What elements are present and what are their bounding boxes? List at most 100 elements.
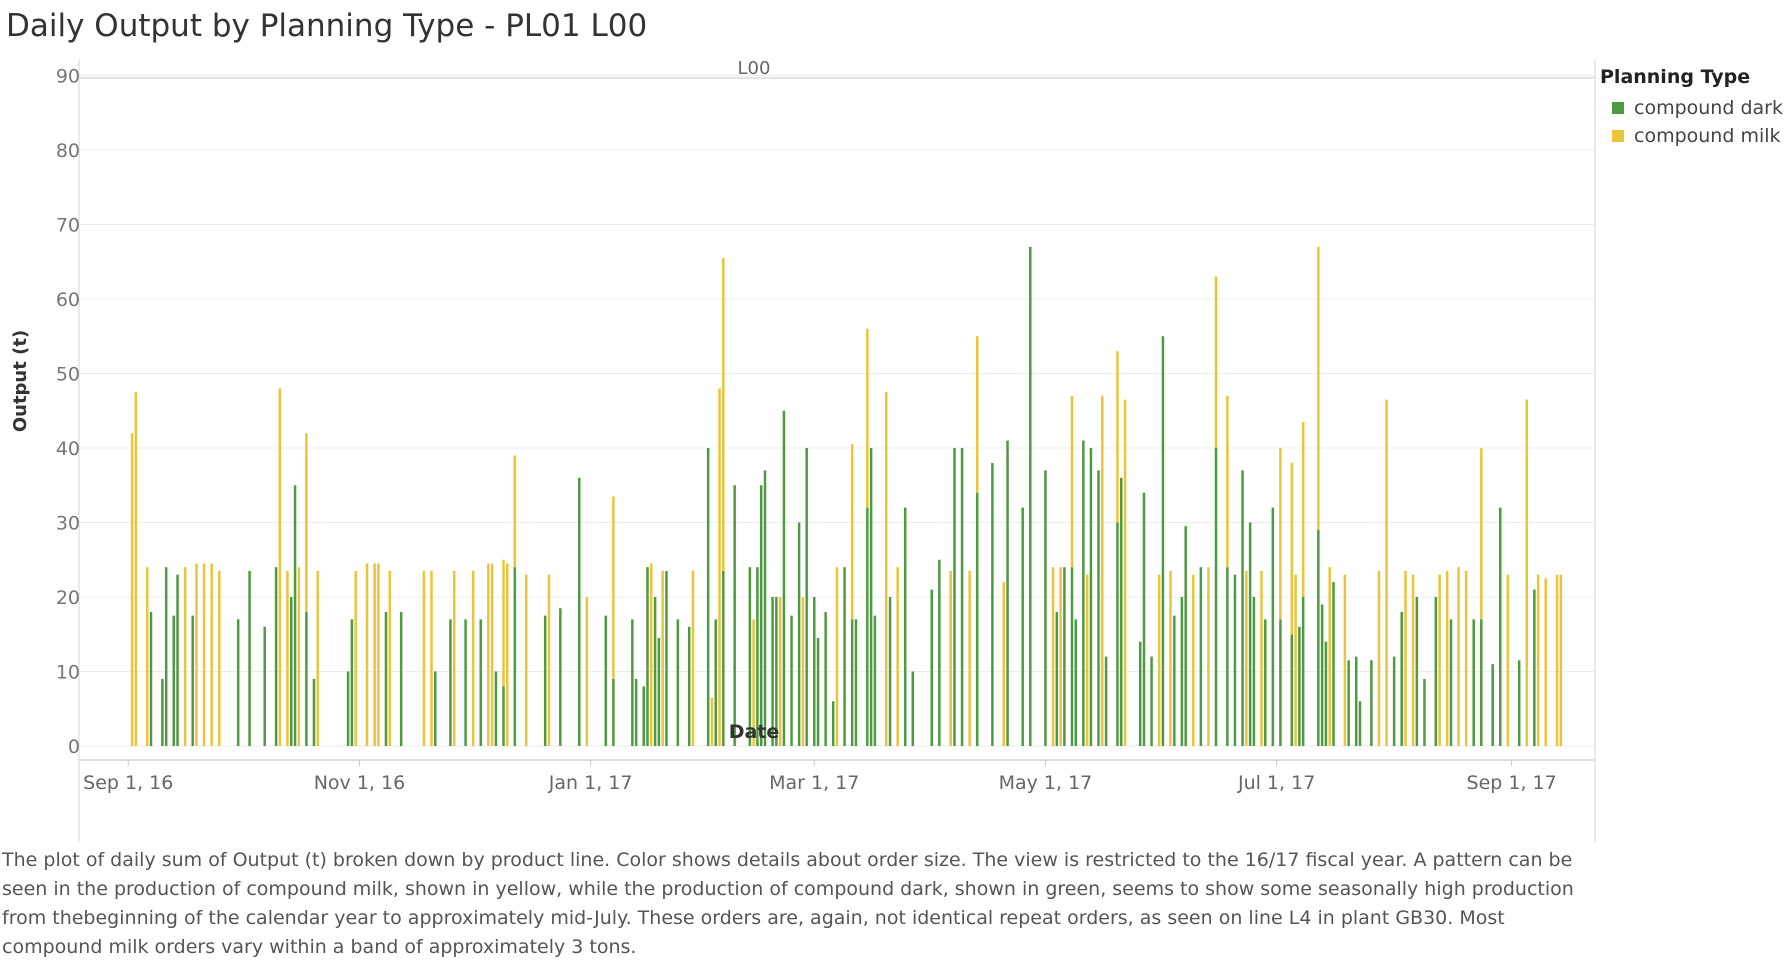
bar-compound-dark: [1392, 656, 1396, 746]
bar-compound-milk: [1445, 570, 1449, 746]
bar-compound-milk: [835, 567, 839, 746]
bar-compound-milk: [1059, 567, 1062, 746]
bar-compound-milk: [217, 570, 221, 746]
bar-compound-dark: [164, 567, 168, 746]
bar-compound-milk: [524, 574, 528, 746]
bar-compound-dark: [1241, 470, 1244, 746]
bar-compound-dark: [631, 619, 634, 746]
bar-compound-milk: [183, 567, 187, 746]
y-tick-label: 0: [68, 736, 80, 758]
bar-compound-dark: [1290, 634, 1294, 746]
bar-compound-milk: [778, 597, 782, 746]
bar-compound-milk: [1051, 567, 1055, 746]
bar-compound-dark: [1264, 619, 1267, 746]
bar-compound-milk: [1245, 570, 1248, 746]
bar-compound-dark: [953, 448, 956, 746]
bar-compound-milk: [547, 574, 551, 746]
bar-compound-milk: [388, 570, 392, 746]
bar-compound-dark: [1184, 526, 1187, 746]
bar-compound-milk: [1207, 567, 1210, 746]
bar-compound-milk: [718, 388, 721, 746]
bar-compound-dark: [938, 559, 941, 746]
bar-compound-dark: [161, 678, 164, 746]
bar-compound-dark: [1074, 619, 1078, 746]
x-tick-label: Nov 1, 16: [314, 772, 405, 794]
bar-compound-dark: [1517, 660, 1521, 746]
bar-compound-dark: [930, 589, 933, 746]
bar-compound-milk: [130, 433, 134, 746]
chart-caption: The plot of daily sum of Output (t) brok…: [2, 849, 1574, 958]
bar-compound-dark: [888, 597, 892, 746]
y-tick-label: 70: [56, 215, 80, 237]
bar-compound-milk: [1290, 462, 1294, 635]
bar-compound-dark: [1370, 660, 1373, 746]
y-tick-label: 50: [56, 364, 80, 386]
bar-compound-milk: [365, 563, 369, 746]
bar-compound-milk: [422, 570, 426, 746]
bar-compound-milk: [1169, 570, 1172, 746]
bar-compound-milk: [1536, 574, 1540, 746]
bar-compound-dark: [911, 671, 915, 746]
bar-compound-milk: [850, 444, 854, 620]
bar-compound-milk: [1260, 570, 1263, 746]
bar-compound-milk: [452, 570, 456, 746]
x-tick-labels: Sep 1, 16 Nov 1, 16 Jan 1, 17 Mar 1, 17 May …: [83, 772, 1557, 794]
bar-compound-milk: [278, 388, 282, 746]
bar-compound-dark: [1199, 567, 1203, 746]
bar-compound-milk: [1438, 574, 1441, 746]
bar-compound-dark: [748, 567, 752, 746]
bar-compound-dark: [1354, 656, 1358, 746]
bar-compound-dark: [722, 570, 725, 746]
bar-compound-dark: [464, 619, 467, 746]
bar-compound-dark: [1070, 567, 1074, 746]
bar-compound-dark: [1089, 448, 1093, 746]
bar-compound-milk: [1101, 395, 1104, 746]
bar-compound-dark: [790, 615, 793, 746]
bar-compound-dark: [1317, 529, 1320, 746]
bar-compound-dark: [1161, 336, 1165, 746]
bar-compound-dark: [191, 615, 194, 746]
y-axis-title: Output (t): [10, 330, 31, 432]
bar-compound-dark: [1097, 470, 1100, 746]
bar-compound-milk: [801, 597, 805, 746]
bar-compound-dark: [1480, 619, 1483, 746]
legend-label-compound-dark: compound dark: [1634, 97, 1783, 119]
bar-compound-dark: [775, 597, 778, 746]
y-tick-label: 30: [56, 513, 80, 535]
legend-title: Planning Type: [1600, 66, 1751, 88]
bar-compound-dark: [759, 485, 763, 746]
bar-compound-dark: [289, 597, 293, 746]
y-tick-label: 60: [56, 289, 80, 311]
bar-compound-dark: [578, 477, 581, 746]
bar-compound-dark: [1400, 611, 1403, 746]
bar-compound-dark: [843, 567, 846, 746]
bar-compound-dark: [1116, 522, 1119, 746]
legend-item-compound-milk[interactable]: compound milk: [1600, 122, 1783, 150]
bar-compound-milk: [1317, 246, 1320, 530]
bar-compound-milk: [1301, 421, 1305, 597]
bar-compound-dark: [494, 671, 498, 746]
bar-compound-dark: [1120, 477, 1123, 746]
bar-compound-milk: [1294, 574, 1297, 746]
bar-compound-dark: [1332, 582, 1335, 746]
bar-compound-milk: [1555, 574, 1559, 746]
bar-compound-milk: [1328, 567, 1331, 746]
bar-compound-milk: [585, 597, 589, 746]
y-tick-label: 80: [56, 140, 80, 162]
bar-compound-milk: [1002, 582, 1006, 746]
legend-swatch-compound-milk: [1612, 130, 1624, 142]
bar-compound-milk: [885, 392, 888, 746]
bar-compound-dark: [763, 470, 767, 746]
legend-item-compound-dark[interactable]: compound dark: [1600, 94, 1783, 122]
bar-compound-dark: [991, 462, 994, 746]
bar-compound-dark: [733, 485, 736, 746]
bar-compound-dark: [1415, 597, 1419, 746]
bar-compound-dark: [816, 637, 820, 746]
bar-compound-dark: [1499, 507, 1502, 746]
bar-compound-milk: [1457, 567, 1460, 746]
bar-compound-milk: [286, 570, 289, 746]
bar-compound-dark: [831, 701, 835, 746]
y-tick-label: 10: [56, 662, 80, 684]
bar-compound-milk: [377, 563, 380, 746]
bar-compound-dark: [1248, 522, 1252, 746]
